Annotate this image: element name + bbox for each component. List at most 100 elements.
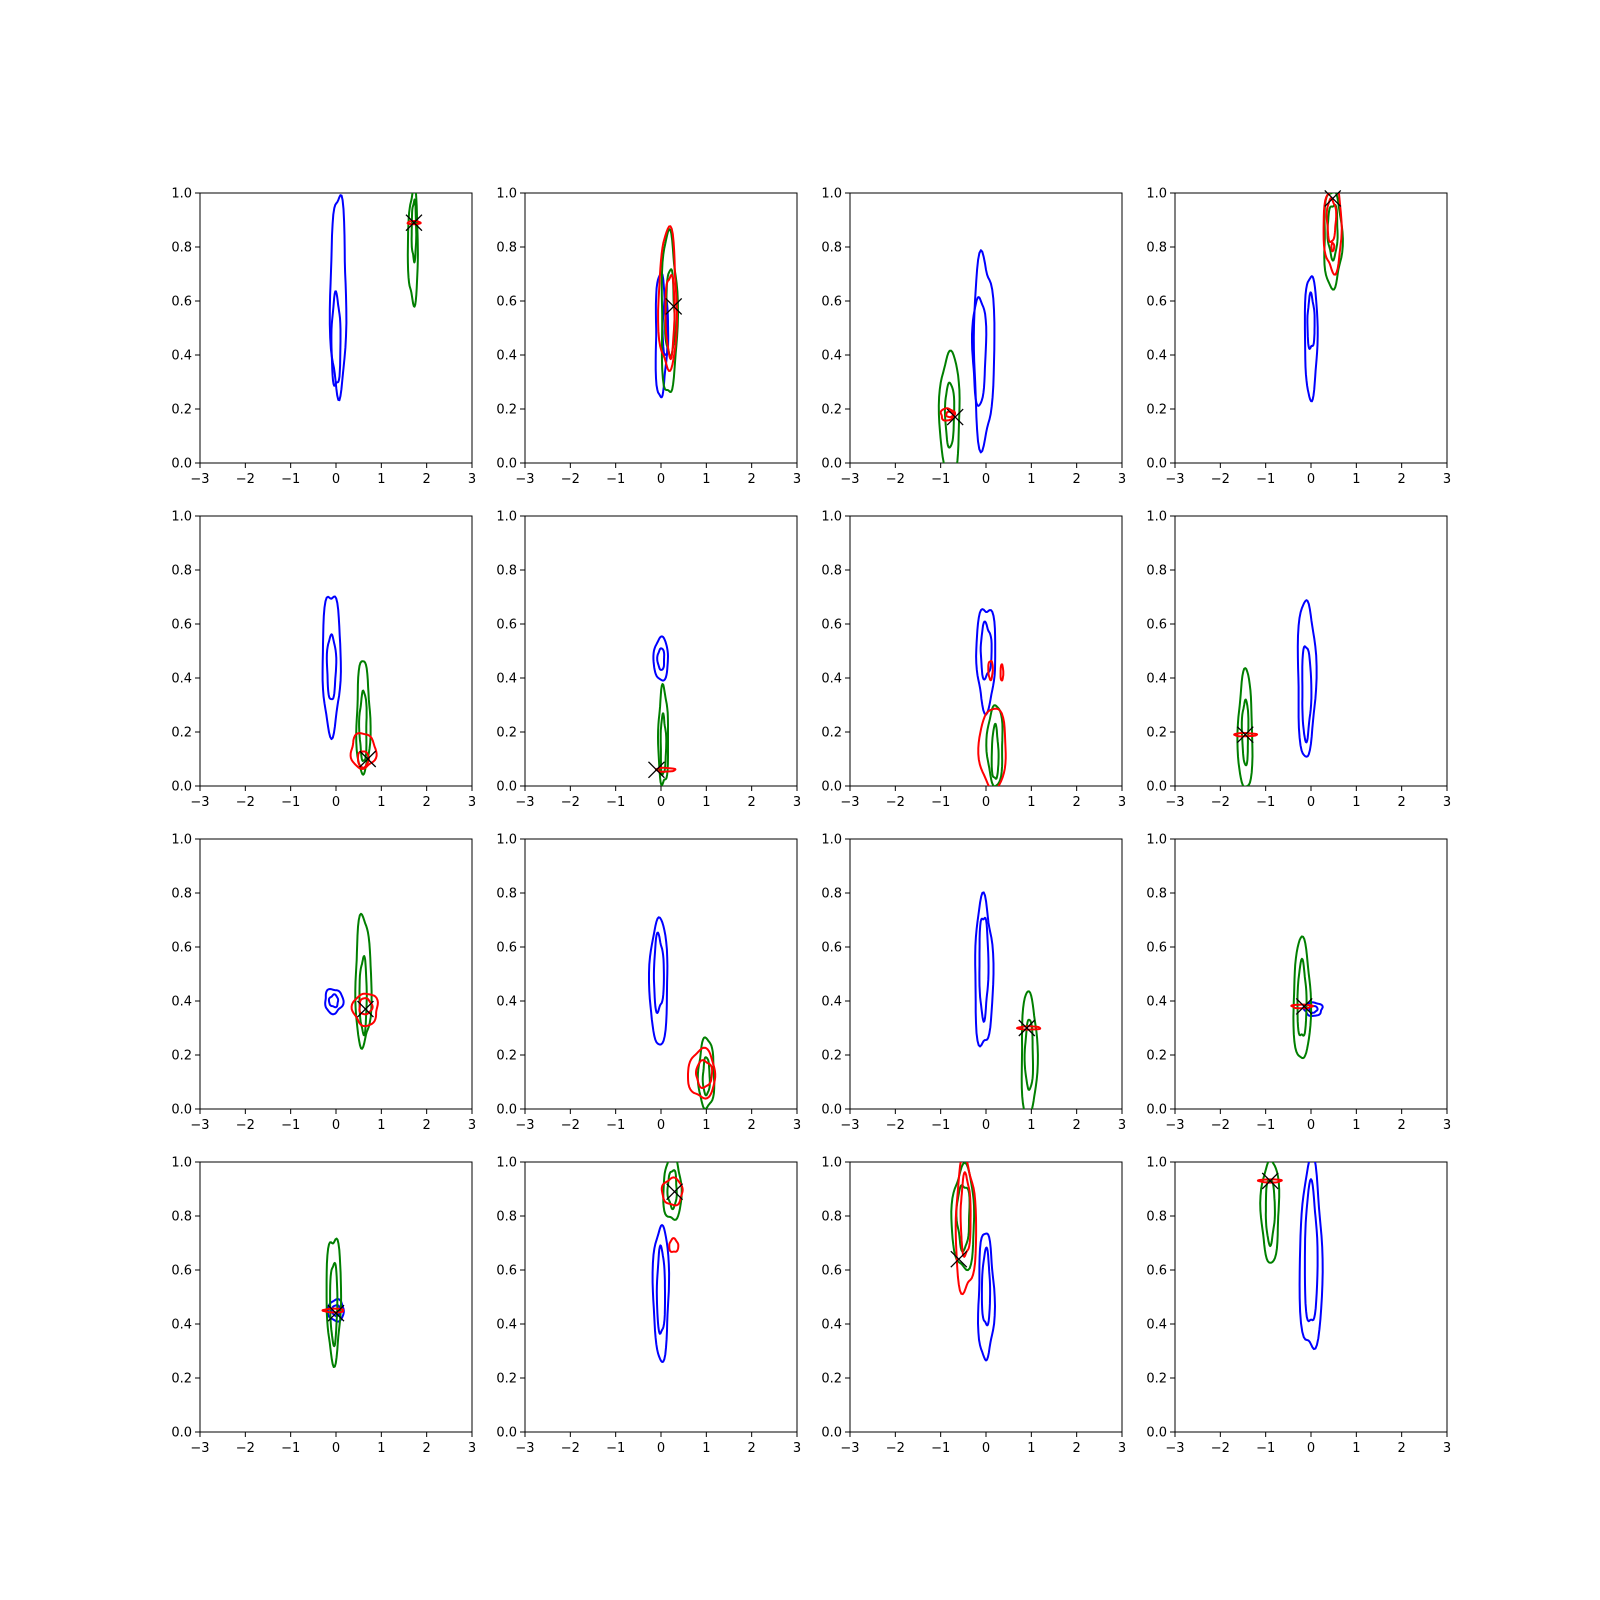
y-tick-label: 0.6	[1146, 618, 1167, 633]
y-tick-label: 1.0	[821, 833, 842, 848]
y-tick-label: 1.0	[1146, 187, 1167, 202]
green-contour-1	[937, 349, 961, 463]
x-tick-label: −3	[1165, 1441, 1184, 1456]
green-contour-2	[701, 1056, 711, 1097]
x-tick-label: −3	[515, 795, 534, 810]
y-tick-label: 0.6	[821, 941, 842, 956]
contour-layer	[937, 249, 996, 463]
y-tick-label: 1.0	[1146, 1156, 1167, 1171]
green-contour-2	[329, 1261, 339, 1348]
y-tick-label: 0.8	[171, 887, 192, 902]
x-tick-label: −2	[886, 1441, 905, 1456]
y-tick-label: 0.2	[496, 1049, 517, 1064]
red-contour-1	[954, 1162, 978, 1296]
red-contour-1	[1256, 1178, 1283, 1184]
blue-contour-1	[1296, 599, 1318, 758]
red-contour-1	[1322, 193, 1343, 276]
x-tick-label: −1	[606, 795, 625, 810]
panel-10: −3 −2 −1 0 1 2 3 0.0 0.2 0.4 0.6 0.8 1.0	[496, 833, 801, 1134]
panel-16: −3 −2 −1 0 1 2 3 0.0 0.2 0.4 0.6 0.8 1.0	[1146, 1156, 1451, 1457]
x-tick-label: −3	[515, 472, 534, 487]
x-tick-label: 1	[1352, 1441, 1360, 1456]
x-tick-label: 3	[1118, 1118, 1126, 1133]
y-tick-label: 0.8	[496, 887, 517, 902]
x-tick-label: −1	[281, 1118, 300, 1133]
x-tick-label: 3	[793, 795, 801, 810]
x-tick-label: 1	[702, 1441, 710, 1456]
y-tick-label: 0.0	[1146, 780, 1167, 795]
panel-8: −3 −2 −1 0 1 2 3 0.0 0.2 0.4 0.6 0.8 1.0	[1146, 510, 1451, 811]
x-tick-label: −2	[1211, 795, 1230, 810]
green-contour-2	[358, 689, 368, 762]
x-tick-label: 1	[1352, 1118, 1360, 1133]
y-tick-label: 0.0	[1146, 1426, 1167, 1441]
y-tick-label: 0.6	[1146, 1264, 1167, 1279]
contour-layer	[321, 1237, 345, 1368]
green-contour-1	[657, 683, 669, 786]
red-contour-3	[999, 663, 1005, 682]
blue-contour-1	[1303, 275, 1319, 403]
blue-contour-1	[321, 595, 342, 741]
y-tick-label: 0.6	[496, 295, 517, 310]
blue-contour-1	[324, 988, 345, 1016]
y-tick-label: 0.0	[821, 780, 842, 795]
red-contour-1	[687, 1046, 717, 1100]
contour-layer	[324, 912, 379, 1050]
y-tick-label: 0.8	[1146, 241, 1167, 256]
y-tick-label: 0.2	[171, 1372, 192, 1387]
y-tick-label: 0.6	[821, 618, 842, 633]
blue-contour-2	[1308, 1004, 1319, 1014]
y-tick-label: 0.8	[821, 1210, 842, 1225]
panel-7: −3 −2 −1 0 1 2 3 0.0 0.2 0.4 0.6 0.8 1.0	[821, 510, 1126, 811]
green-contour-1	[662, 1162, 683, 1221]
y-tick-label: 1.0	[171, 510, 192, 525]
x-tick-label: −1	[1256, 472, 1275, 487]
x-tick-label: −2	[886, 795, 905, 810]
x-tick-label: 2	[748, 1441, 756, 1456]
contour-layer	[975, 608, 1007, 786]
x-tick-label: 0	[657, 1118, 665, 1133]
panel-3: −3 −2 −1 0 1 2 3 0.0 0.2 0.4 0.6 0.8 1.0	[821, 187, 1126, 488]
y-tick-label: 0.2	[171, 726, 192, 741]
blue-contour-1	[652, 635, 669, 682]
red-contour-1	[406, 220, 422, 226]
x-tick-label: −1	[931, 795, 950, 810]
green-contour-1	[696, 1036, 716, 1109]
y-tick-label: 0.2	[821, 726, 842, 741]
x-tick-label: 1	[1027, 795, 1035, 810]
x-tick-label: −1	[1256, 1441, 1275, 1456]
green-contour-2	[410, 198, 418, 264]
x-marker	[1261, 1172, 1279, 1190]
blue-contour-1	[328, 194, 348, 402]
axes-frame	[849, 1161, 1123, 1433]
axes-frame	[849, 838, 1123, 1110]
x-tick-label: 0	[332, 1118, 340, 1133]
panel-15: −3 −2 −1 0 1 2 3 0.0 0.2 0.4 0.6 0.8 1.0	[821, 1156, 1126, 1457]
y-tick-label: 0.0	[496, 780, 517, 795]
y-tick-label: 0.8	[496, 1210, 517, 1225]
y-tick-label: 0.6	[496, 1264, 517, 1279]
x-tick-label: 2	[1073, 1118, 1081, 1133]
y-tick-label: 0.8	[821, 564, 842, 579]
x-marker	[665, 297, 683, 315]
x-tick-label: 3	[793, 1118, 801, 1133]
panel-4: −3 −2 −1 0 1 2 3 0.0 0.2 0.4 0.6 0.8 1.0	[1146, 187, 1451, 488]
x-tick-label: 2	[423, 472, 431, 487]
x-tick-label: 0	[657, 472, 665, 487]
y-tick-label: 1.0	[821, 510, 842, 525]
x-tick-label: −3	[190, 1441, 209, 1456]
x-tick-label: −2	[1211, 1118, 1230, 1133]
blue-contour-2	[1301, 645, 1313, 744]
red-contour-3	[1330, 241, 1336, 253]
panel-2: −3 −2 −1 0 1 2 3 0.0 0.2 0.4 0.6 0.8 1.0	[496, 187, 801, 488]
x-marker	[666, 1183, 684, 1201]
panel-5: −3 −2 −1 0 1 2 3 0.0 0.2 0.4 0.6 0.8 1.0	[171, 510, 476, 811]
x-tick-label: 3	[1443, 472, 1451, 487]
y-tick-label: 0.2	[821, 1372, 842, 1387]
y-tick-label: 0.4	[171, 1318, 192, 1333]
x-tick-label: −3	[840, 472, 859, 487]
y-tick-label: 0.0	[496, 1103, 517, 1118]
y-tick-label: 0.0	[1146, 1103, 1167, 1118]
blue-contour-1	[972, 249, 996, 454]
